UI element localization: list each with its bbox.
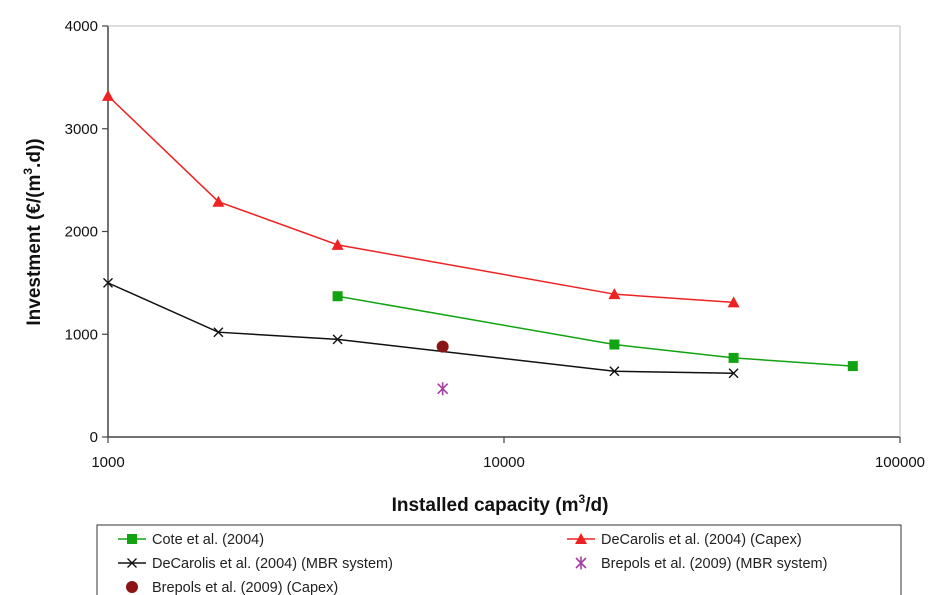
- series-4-point: [437, 382, 449, 396]
- series-3-point: [213, 327, 224, 338]
- legend-marker: [127, 558, 137, 568]
- legend-label: DeCarolis et al. (2004) (MBR system): [152, 556, 393, 572]
- x-tick-label: 100000: [875, 454, 925, 471]
- series-3-point: [609, 366, 620, 377]
- y-tick-label: 1000: [65, 326, 98, 343]
- legend: Cote et al. (2004) DeCarolis et al. (2004…: [118, 532, 827, 595]
- series-5-point: [436, 340, 449, 353]
- series-2-point: [331, 238, 344, 250]
- legend-label: Brepols et al. (2009) (Capex): [152, 580, 338, 595]
- x-tick-label: 10000: [483, 454, 525, 471]
- legend-box: [96, 524, 902, 595]
- legend-marker: [575, 556, 587, 570]
- x-tick-label: 1000: [91, 454, 124, 471]
- legend-item: Brepols et al. (2009) (MBR system): [575, 556, 827, 572]
- series-3-point: [103, 277, 113, 288]
- series-2-point: [608, 288, 621, 300]
- legend-marker: [575, 533, 587, 544]
- series-1-point: [332, 291, 343, 302]
- legend-marker: [127, 534, 137, 544]
- y-tick-label: 0: [90, 429, 98, 446]
- series-3-point: [332, 334, 343, 345]
- legend-label: DeCarolis et al. (2004) (Capex): [601, 532, 802, 548]
- y-axis-title: Investment (€/(m3.d)): [21, 138, 45, 325]
- legend-label: Brepols et al. (2009) (MBR system): [601, 556, 827, 572]
- y-tick-label: 4000: [65, 18, 98, 35]
- legend-marker: [126, 581, 138, 593]
- legend-item: DeCarolis et al. (2004) (MBR system): [118, 556, 393, 572]
- y-axis-title-sup: 3: [21, 168, 35, 175]
- y-tick-label: 3000: [65, 121, 98, 138]
- series-2-point: [102, 89, 114, 101]
- series-1-point: [609, 339, 620, 350]
- series-2-point: [212, 195, 225, 207]
- series-2-line: [107, 95, 734, 304]
- series-1-point: [847, 361, 858, 372]
- series-1-point: [728, 352, 739, 363]
- legend-item: DeCarolis et al. (2004) (Capex): [567, 532, 802, 548]
- x-axis-title: Installed capacity (m3/d): [392, 492, 609, 516]
- x-axis-title-sup: 3: [579, 492, 586, 506]
- y-tick-label: 2000: [65, 224, 98, 241]
- legend-item: Cote et al. (2004): [118, 532, 264, 548]
- series-1-line: [337, 295, 853, 367]
- series-2-point: [727, 296, 740, 308]
- legend-label: Cote et al. (2004): [152, 532, 264, 548]
- legend-item: Brepols et al. (2009) (Capex): [126, 580, 338, 595]
- series-3-point: [728, 368, 739, 379]
